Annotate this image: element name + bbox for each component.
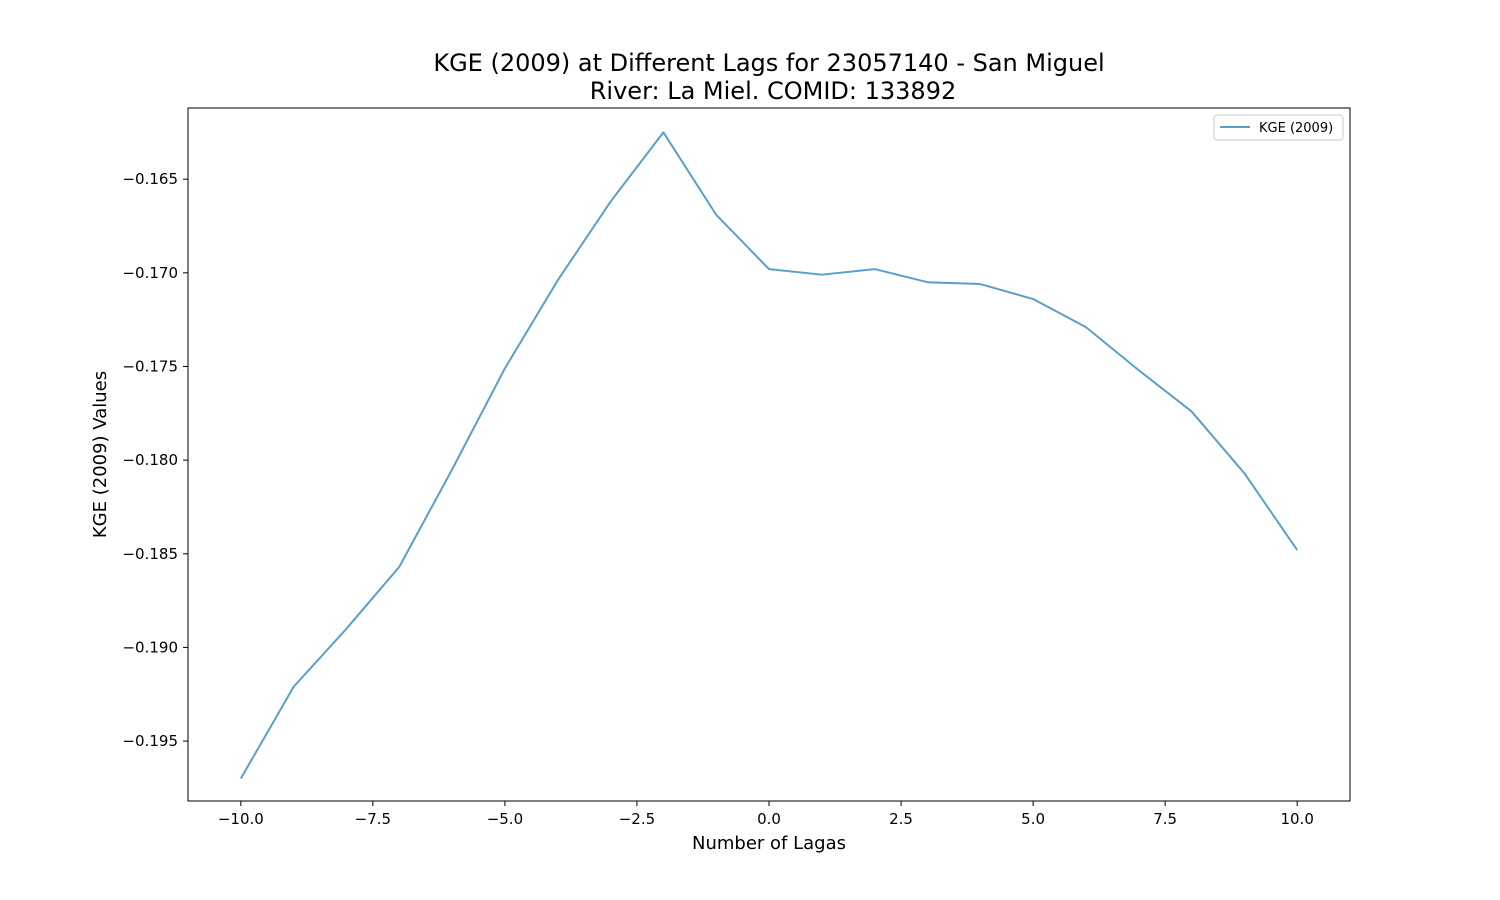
- x-axis-label: Number of Lagas: [692, 833, 846, 854]
- y-tick-label: −0.175: [122, 357, 178, 375]
- legend-label-kge-2009: KGE (2009): [1259, 121, 1333, 136]
- x-tick-label: −7.5: [355, 810, 391, 828]
- y-tick-label: −0.195: [122, 732, 178, 750]
- series-layer: [239, 131, 1299, 780]
- x-tick-label: −5.0: [487, 810, 523, 828]
- x-tick-label: −2.5: [619, 810, 655, 828]
- chart-title-line-2: River: La Miel. COMID: 133892: [590, 77, 957, 105]
- x-tick-label: 0.0: [757, 810, 781, 828]
- x-tick-label: 5.0: [1021, 810, 1045, 828]
- plot-area-frame: [187, 107, 1351, 802]
- y-tick-label: −0.165: [122, 170, 178, 188]
- y-axis-label: KGE (2009) Values: [90, 371, 111, 538]
- series-line-kge-2009: [239, 131, 1299, 780]
- legend: KGE (2009): [1213, 114, 1344, 141]
- x-tick-label: 10.0: [1280, 810, 1313, 828]
- y-axis-ticks: −0.165 −0.170 −0.175 −0.180 −0.185 −0.190 −0.1…: [122, 170, 188, 750]
- legend-box: [1213, 114, 1344, 141]
- x-tick-label: 7.5: [1153, 810, 1177, 828]
- x-tick-label: 2.5: [889, 810, 913, 828]
- x-tick-label: −10.0: [218, 810, 264, 828]
- y-tick-label: −0.185: [122, 545, 178, 563]
- y-tick-label: −0.180: [122, 451, 178, 469]
- x-axis-ticks: −10.0 −7.5 −5.0 −2.5 0.0 2.5 5.0 7.5 10.0: [218, 801, 1314, 828]
- chart-title-line-1: KGE (2009) at Different Lags for 2305714…: [433, 49, 1104, 77]
- y-tick-label: −0.170: [122, 264, 178, 282]
- y-tick-label: −0.190: [122, 638, 178, 656]
